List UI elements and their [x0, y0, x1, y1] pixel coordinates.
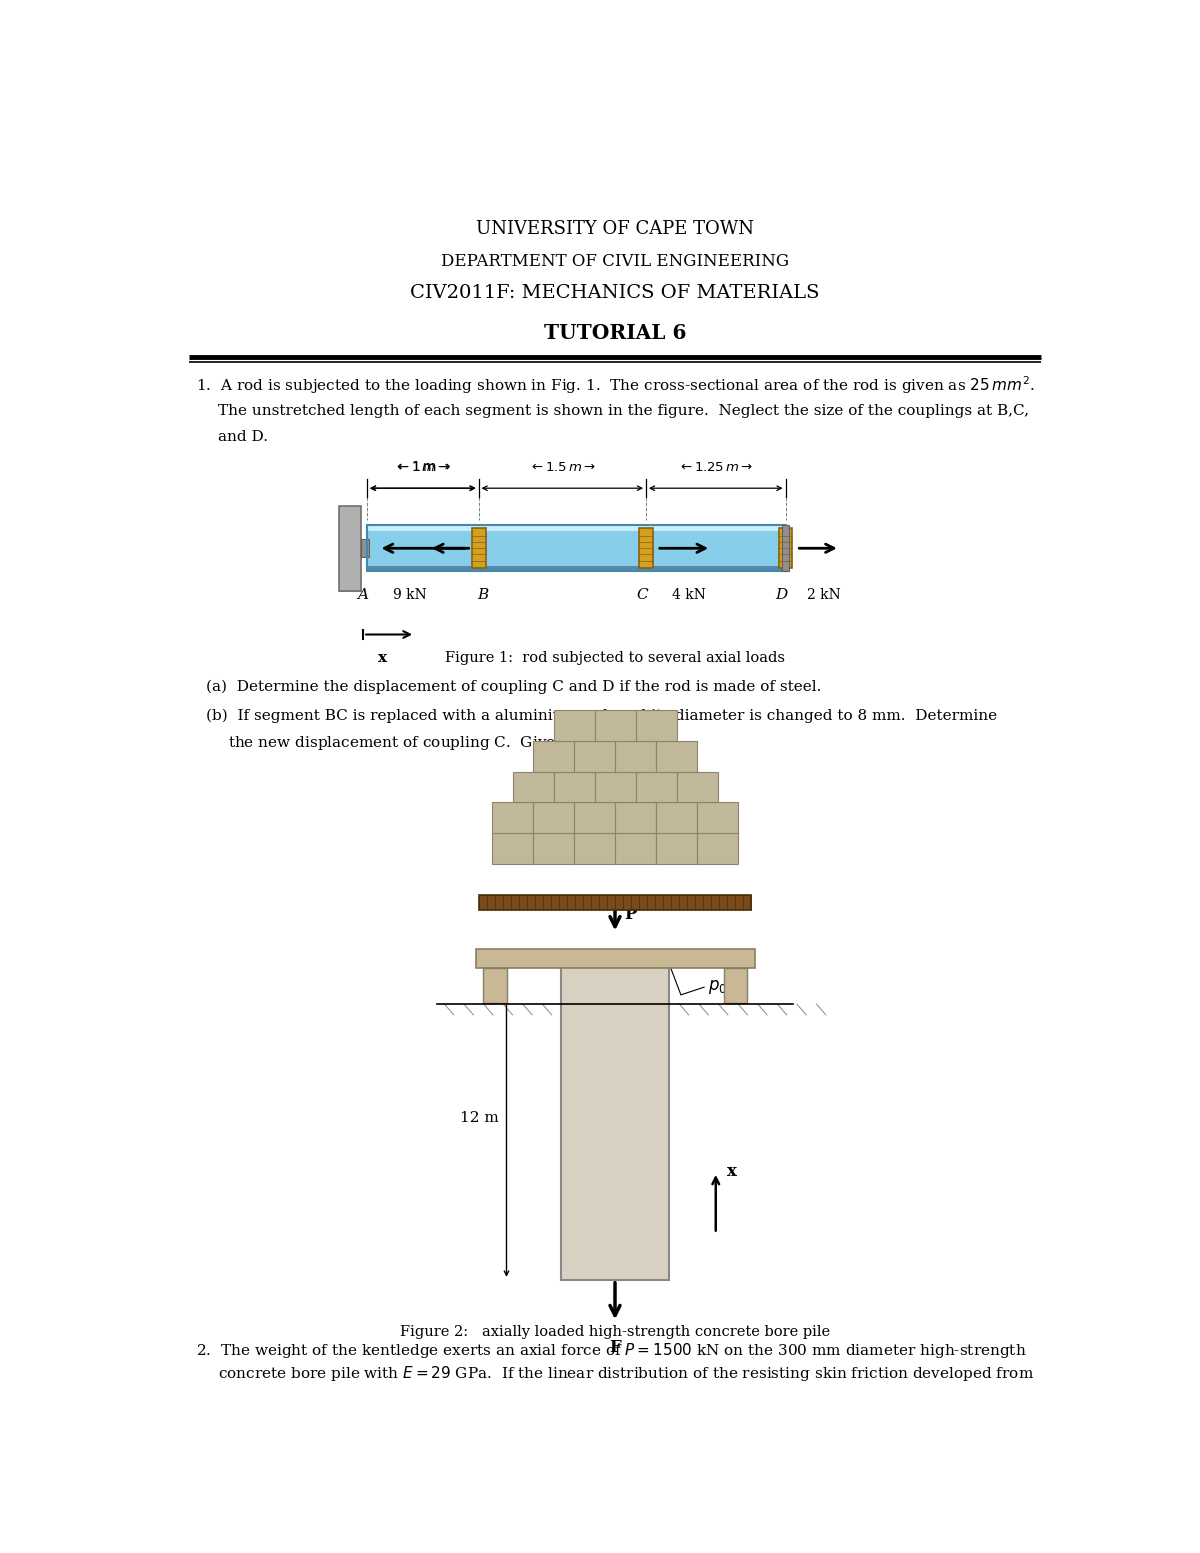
Text: F: F	[610, 1339, 620, 1356]
Text: x: x	[727, 1163, 737, 1180]
Text: 1.  A rod is subjected to the loading shown in Fig. 1.  The cross-sectional area: 1. A rod is subjected to the loading sho…	[197, 374, 1036, 396]
Text: x: x	[378, 651, 388, 665]
Bar	[595, 710, 636, 741]
Bar	[472, 528, 486, 568]
Bar	[367, 565, 786, 572]
Bar	[340, 506, 361, 590]
Text: B: B	[476, 589, 488, 603]
Text: D: D	[775, 589, 787, 603]
Bar	[636, 710, 677, 741]
Text: (b)  If segment BC is replaced with a aluminium rod, and its diameter is changed: (b) If segment BC is replaced with a alu…	[206, 708, 997, 724]
Bar	[367, 525, 786, 531]
Bar	[574, 741, 616, 772]
Text: The unstretched length of each segment is shown in the figure.  Neglect the size: The unstretched length of each segment i…	[218, 404, 1030, 418]
Bar	[640, 528, 653, 568]
Bar	[616, 741, 656, 772]
Text: P: P	[624, 905, 637, 922]
Bar	[512, 772, 553, 803]
Bar	[636, 772, 677, 803]
Text: DEPARTMENT OF CIVIL ENGINEERING: DEPARTMENT OF CIVIL ENGINEERING	[442, 253, 790, 270]
Bar	[560, 957, 670, 1280]
Bar	[677, 772, 718, 803]
Text: $\leftarrow 1\,\mathrm{m} \rightarrow$: $\leftarrow 1\,\mathrm{m} \rightarrow$	[394, 460, 451, 474]
Text: the new displacement of coupling C.  Given $E_A = 70GPa$.: the new displacement of coupling C. Give…	[228, 733, 660, 752]
Bar	[697, 803, 738, 832]
Bar	[724, 968, 746, 1003]
Bar	[492, 832, 533, 863]
Text: CIV2011F: MECHANICS OF MATERIALS: CIV2011F: MECHANICS OF MATERIALS	[410, 284, 820, 301]
Bar	[616, 803, 656, 832]
Text: 4 kN: 4 kN	[672, 589, 706, 603]
Bar	[367, 525, 786, 572]
Bar	[656, 741, 697, 772]
Text: concrete bore pile with $E = 29$ GPa.  If the linear distribution of the resisti: concrete bore pile with $E = 29$ GPa. If…	[218, 1364, 1034, 1384]
Text: 12 m: 12 m	[460, 1110, 499, 1124]
Bar	[656, 803, 697, 832]
Bar	[367, 525, 786, 572]
Bar	[595, 772, 636, 803]
Bar	[553, 710, 595, 741]
Text: and D.: and D.	[218, 430, 269, 444]
Bar	[779, 528, 792, 568]
Bar	[492, 803, 533, 832]
Text: Figure 2:   axially loaded high-strength concrete bore pile: Figure 2: axially loaded high-strength c…	[400, 1325, 830, 1339]
Bar	[361, 539, 368, 558]
Bar	[484, 968, 506, 1003]
Bar	[616, 832, 656, 863]
Bar	[533, 803, 574, 832]
Bar	[533, 741, 574, 772]
Bar	[533, 832, 574, 863]
Text: $\leftarrow 1.5\,m \rightarrow$: $\leftarrow 1.5\,m \rightarrow$	[528, 461, 596, 474]
Text: C: C	[636, 589, 648, 603]
Text: 2.  The weight of the kentledge exerts an axial force of $P = 1500$ kN on the 30: 2. The weight of the kentledge exerts an…	[197, 1342, 1027, 1360]
Bar	[574, 832, 616, 863]
Bar	[656, 832, 697, 863]
Bar	[479, 895, 751, 910]
Text: Figure 1:  rod subjected to several axial loads: Figure 1: rod subjected to several axial…	[445, 651, 785, 665]
Text: 9 kN: 9 kN	[392, 589, 426, 603]
Text: $p_0$: $p_0$	[708, 978, 727, 995]
Text: TUTORIAL 6: TUTORIAL 6	[544, 323, 686, 343]
Bar	[781, 525, 790, 572]
Text: UNIVERSITY OF CAPE TOWN: UNIVERSITY OF CAPE TOWN	[476, 219, 754, 238]
Text: $\leftarrow 1.25\,m \rightarrow$: $\leftarrow 1.25\,m \rightarrow$	[678, 461, 754, 474]
Bar	[553, 772, 595, 803]
Text: 2 kN: 2 kN	[808, 589, 841, 603]
Bar	[574, 803, 616, 832]
Bar	[475, 949, 755, 968]
Text: (a)  Determine the displacement of coupling C and D if the rod is made of steel.: (a) Determine the displacement of coupli…	[206, 680, 821, 694]
Text: $\leftarrow 1\,m \rightarrow$: $\leftarrow 1\,m \rightarrow$	[396, 461, 450, 474]
Bar	[697, 832, 738, 863]
Text: A: A	[358, 589, 368, 603]
